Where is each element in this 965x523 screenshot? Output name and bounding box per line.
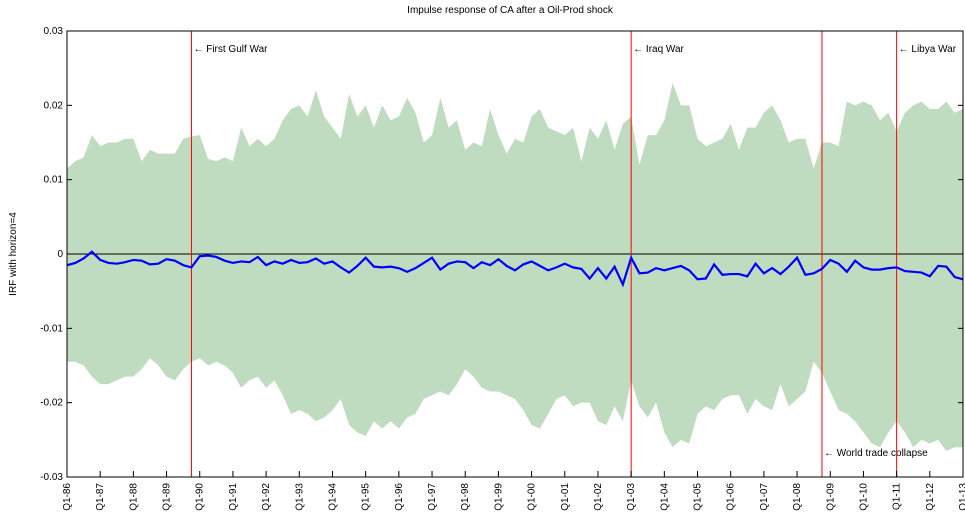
x-tick-label: Q1-02 <box>593 483 604 511</box>
y-tick-label: -0.02 <box>40 398 63 409</box>
x-tick-label: Q1-12 <box>925 483 936 511</box>
x-tick-label: Q1-13 <box>958 483 965 511</box>
y-tick-label: 0.01 <box>44 175 64 186</box>
x-tick-label: Q1-09 <box>825 483 836 511</box>
irf-line <box>66 250 964 288</box>
x-tick-label: Q1-06 <box>726 483 737 511</box>
event-label: ← Iraq War <box>633 44 684 55</box>
x-tick-label: Q1-96 <box>394 483 405 511</box>
x-tick-label: Q1-11 <box>892 483 903 510</box>
x-tick-label: Q1-04 <box>659 483 670 511</box>
x-tick-label: Q1-97 <box>427 483 438 511</box>
x-tick-label: Q1-99 <box>493 483 504 511</box>
x-tick-label: Q1-89 <box>162 483 173 511</box>
y-tick-label: 0.03 <box>44 26 64 37</box>
x-tick-label: Q1-08 <box>792 483 803 511</box>
y-tick-label: -0.01 <box>40 323 63 334</box>
x-tick-label: Q1-90 <box>195 483 206 511</box>
confidence-band-lower <box>67 254 963 451</box>
y-tick-label: 0 <box>57 249 63 260</box>
y-tick-label: -0.03 <box>40 472 63 483</box>
x-tick-label: Q1-00 <box>527 483 538 511</box>
x-tick-label: Q1-07 <box>759 483 770 511</box>
event-label: ← World trade collapse <box>824 448 928 459</box>
y-tick-label: 0.02 <box>44 100 64 111</box>
x-tick-label: Q1-86 <box>62 483 73 511</box>
x-tick-label: Q1-88 <box>128 483 139 511</box>
x-tick-label: Q1-87 <box>95 483 106 511</box>
chart-title: Impulse response of CA after a Oil-Prod … <box>407 5 614 16</box>
x-tick-label: Q1-94 <box>327 483 338 511</box>
x-tick-label: Q1-01 <box>560 483 571 511</box>
x-tick-label: Q1-05 <box>693 483 704 511</box>
confidence-band-upper <box>67 83 963 255</box>
event-label: ← First Gulf War <box>193 44 268 55</box>
event-label: ← Libya War <box>899 44 957 55</box>
x-tick-label: Q1-98 <box>460 483 471 511</box>
x-tick-label: Q1-93 <box>294 483 305 511</box>
x-tick-label: Q1-92 <box>261 483 272 511</box>
x-tick-label: Q1-95 <box>361 483 372 511</box>
x-tick-label: Q1-91 <box>228 483 239 511</box>
y-axis-label: IRF with horizon=4 <box>8 212 19 296</box>
x-tick-label: Q1-10 <box>858 483 869 511</box>
x-tick-label: Q1-03 <box>626 483 637 511</box>
